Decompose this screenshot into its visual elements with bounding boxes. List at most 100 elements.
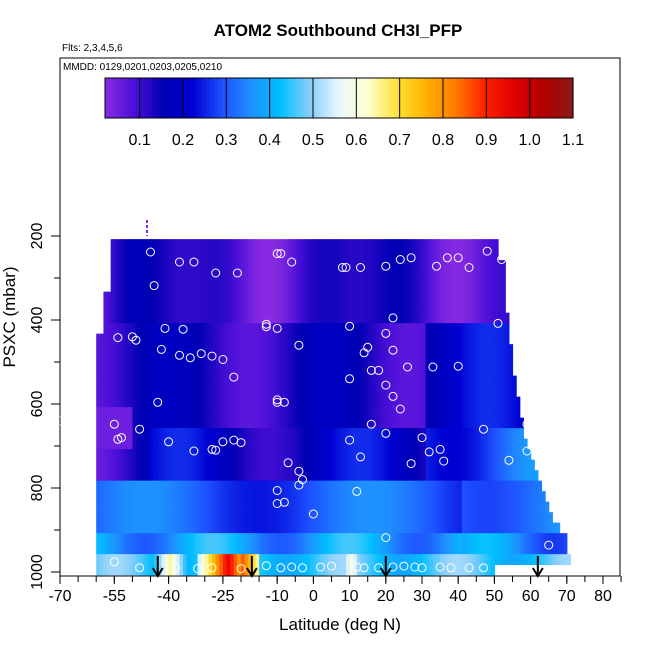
heatmap-cell (501, 501, 506, 513)
heatmap-cell (128, 543, 133, 555)
heatmap-cell (128, 554, 133, 566)
heatmap-cell (230, 260, 235, 272)
heatmap-cell (331, 554, 336, 566)
heatmap-cell (288, 281, 293, 293)
heatmap-cell (371, 281, 376, 293)
heatmap-cell (266, 449, 271, 461)
heatmap-cell (201, 302, 206, 314)
heatmap-cell (526, 554, 532, 566)
heatmap-cell (186, 323, 191, 335)
heatmap-cell (432, 281, 438, 293)
heatmap-cell (389, 512, 394, 524)
heatmap-cell (248, 522, 253, 534)
heatmap-cell (172, 417, 177, 429)
heatmap-cell (418, 512, 423, 524)
heatmap-cell (233, 533, 238, 545)
heatmap-cell (353, 270, 358, 282)
heatmap-cell (331, 449, 336, 461)
heatmap-cell (345, 407, 351, 419)
heatmap-cell (136, 260, 141, 272)
heatmap-cell (487, 344, 492, 356)
heatmap-cell (208, 281, 213, 293)
heatmap-cell (429, 249, 434, 261)
heatmap-cell (164, 270, 170, 282)
heatmap-cell (393, 449, 398, 461)
heatmap-cell (183, 302, 188, 314)
heatmap-cell (389, 365, 394, 377)
heatmap-cell (136, 375, 141, 387)
heatmap-cell (367, 365, 372, 377)
heatmap-cell (411, 270, 416, 282)
heatmap-cell (183, 239, 188, 251)
heatmap-cell (389, 407, 394, 419)
heatmap-cell (132, 480, 137, 492)
heatmap-cell (273, 491, 278, 503)
heatmap-cell (121, 302, 126, 314)
heatmap-cell (143, 291, 148, 303)
heatmap-cell (295, 417, 300, 429)
heatmap-cell (215, 333, 220, 345)
heatmap-cell (251, 522, 257, 534)
heatmap-cell (298, 417, 304, 429)
heatmap-cell (440, 375, 445, 387)
heatmap-cell (114, 365, 119, 377)
heatmap-cell (530, 459, 535, 471)
sample-point (207, 563, 217, 573)
heatmap-cell (237, 260, 242, 272)
heatmap-cell (219, 470, 224, 482)
heatmap-cell (414, 522, 419, 534)
heatmap-cell (400, 543, 405, 555)
heatmap-cell (490, 470, 495, 482)
heatmap-cell (443, 470, 448, 482)
heatmap-cell (487, 459, 492, 471)
heatmap-cell (157, 333, 162, 345)
heatmap-cell (317, 323, 322, 335)
heatmap-cell (382, 302, 387, 314)
heatmap-cell (139, 480, 144, 492)
heatmap-cell (443, 375, 448, 387)
heatmap-cell (132, 302, 137, 314)
colorbar-segment (128, 78, 133, 118)
heatmap-cell (516, 428, 521, 440)
heatmap-cell (121, 239, 126, 251)
heatmap-cell (508, 554, 514, 566)
heatmap-cell (212, 491, 217, 503)
heatmap-cell (193, 386, 199, 398)
heatmap-cell (519, 501, 524, 513)
heatmap-cell (374, 564, 380, 576)
heatmap-cell (226, 407, 231, 419)
heatmap-cell (338, 459, 343, 471)
heatmap-cell (157, 386, 162, 398)
heatmap-cell (288, 302, 293, 314)
heatmap-cell (212, 470, 217, 482)
heatmap-cell (476, 239, 481, 251)
colorbar-tick-label: 0.9 (475, 132, 497, 149)
heatmap-cell (262, 291, 267, 303)
heatmap-cell (190, 564, 195, 576)
heatmap-cell (454, 344, 459, 356)
heatmap-cell (454, 491, 459, 503)
heatmap-cell (150, 333, 155, 345)
heatmap-cell (479, 449, 485, 461)
heatmap-cell (288, 249, 293, 261)
heatmap-cell (338, 501, 343, 513)
heatmap-cell (407, 291, 412, 303)
heatmap-cell (230, 470, 235, 482)
colorbar-segment (545, 78, 551, 118)
heatmap-cell (110, 323, 115, 335)
heatmap-cell (226, 365, 231, 377)
heatmap-cell (103, 302, 108, 314)
heatmap-cell (204, 354, 210, 366)
heatmap-cell (356, 417, 362, 429)
heatmap-cell (179, 564, 184, 576)
heatmap-cell (193, 522, 199, 534)
heatmap-cell (190, 249, 195, 261)
heatmap-cell (295, 564, 300, 576)
sample-point (493, 318, 503, 328)
colorbar-segment (218, 78, 223, 118)
heatmap-cell (154, 270, 159, 282)
heatmap-cell (422, 459, 427, 471)
heatmap-cell (469, 470, 474, 482)
heatmap-cell (317, 407, 322, 419)
heatmap-cell (407, 375, 412, 387)
